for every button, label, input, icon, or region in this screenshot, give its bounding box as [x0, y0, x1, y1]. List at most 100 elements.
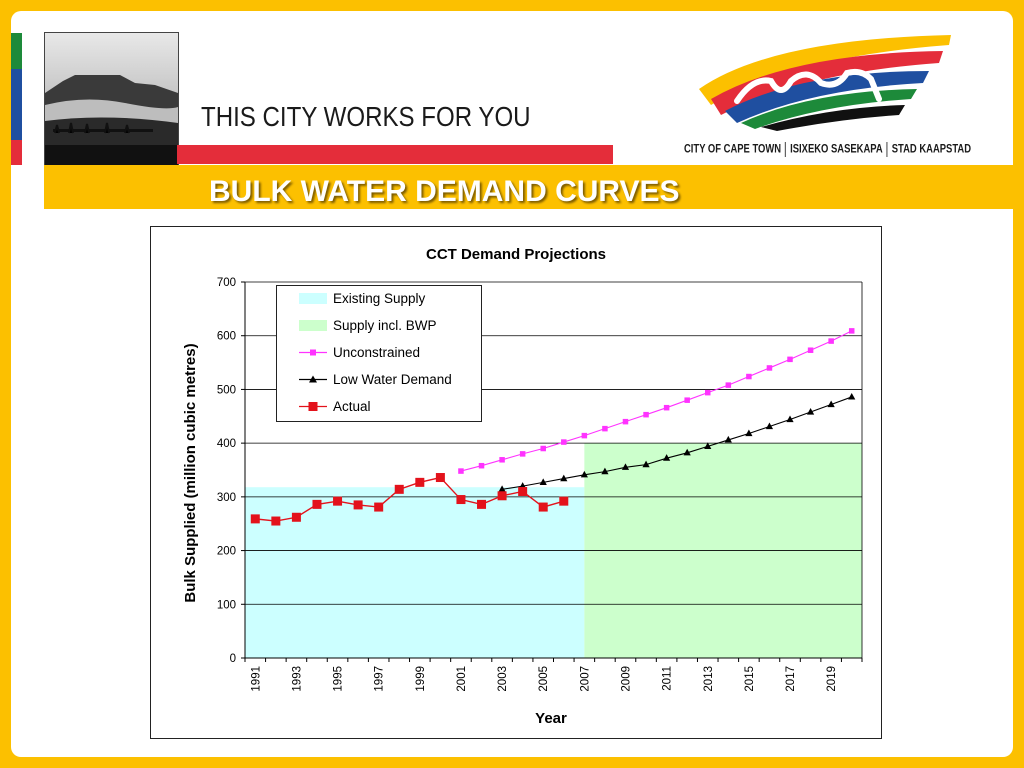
chart-legend: Existing Supply Supply incl. BWP Unconst… — [276, 285, 482, 422]
x-tick-label: 2011 — [662, 666, 674, 691]
data-point-actual — [559, 496, 569, 506]
data-point-unconstrained — [848, 328, 855, 334]
slide: THIS CITY WORKS FOR YOU CITY OF CAPE TOW… — [11, 11, 1013, 757]
series-line-unconstrained — [460, 330, 852, 472]
x-tick-label: 2019 — [826, 666, 838, 692]
data-point-unconstrained — [643, 411, 649, 418]
legend-item-unconstrained: Unconstrained — [277, 343, 477, 363]
data-point-unconstrained — [561, 439, 567, 445]
data-point-unconstrained — [519, 451, 526, 457]
y-tick-label: 200 — [217, 546, 236, 558]
x-tick-label: 2015 — [744, 666, 756, 692]
legend-label: Unconstrained — [333, 345, 421, 360]
data-point-actual — [477, 499, 487, 509]
data-point-unconstrained — [478, 462, 485, 469]
data-point-low-water-demand — [683, 448, 691, 456]
y-tick-label: 0 — [230, 653, 236, 665]
data-point-low-water-demand — [498, 485, 506, 492]
chart-container: 0 100 200 300 400 500 600 700 1991 1993 1995 1997 19… — [150, 226, 882, 739]
x-tick-label: 2001 — [456, 666, 468, 692]
legend-swatch-unconstrained — [299, 349, 327, 356]
data-point-actual — [271, 516, 281, 526]
legend-swatch-low-water-demand — [299, 375, 327, 383]
y-tick-label: 100 — [217, 599, 236, 611]
data-point-unconstrained — [705, 389, 711, 396]
legend-swatch-supply-bwp — [299, 320, 327, 331]
y-tick-label: 400 — [217, 438, 236, 450]
data-point-unconstrained — [622, 418, 629, 425]
legend-label: Existing Supply — [333, 291, 426, 306]
data-point-low-water-demand — [827, 400, 835, 408]
city-name-afrikaans: STAD KAAPSTAD — [891, 143, 972, 156]
data-point-actual — [497, 491, 507, 501]
data-point-actual — [374, 502, 384, 512]
data-point-actual — [353, 500, 363, 510]
data-point-unconstrained — [684, 397, 690, 403]
x-tick-label: 1999 — [415, 666, 427, 692]
x-tick-label: 2009 — [620, 666, 632, 692]
city-names: CITY OF CAPE TOWN ISIXEKO SASEKAPA STAD KA… — [684, 142, 971, 157]
data-point-unconstrained — [828, 338, 834, 344]
data-point-unconstrained — [602, 425, 608, 432]
data-point-actual — [518, 486, 528, 496]
data-point-low-water-demand — [848, 392, 856, 400]
data-point-unconstrained — [766, 365, 773, 371]
data-point-unconstrained — [746, 373, 752, 380]
legend-label: Supply incl. BWP — [333, 318, 437, 333]
data-point-low-water-demand — [745, 429, 753, 437]
data-point-unconstrained — [787, 356, 793, 363]
y-tick-label: 300 — [217, 492, 236, 504]
data-point-low-water-demand — [765, 422, 774, 430]
data-point-actual — [538, 502, 548, 512]
data-point-unconstrained — [581, 432, 588, 439]
legend-swatch-actual — [299, 402, 327, 411]
data-point-low-water-demand — [786, 415, 794, 423]
data-point-low-water-demand — [642, 460, 650, 468]
city-of-cape-town-logo — [681, 19, 961, 131]
tagline: THIS CITY WORKS FOR YOU — [201, 101, 531, 132]
data-point-actual — [394, 484, 404, 494]
x-tick-label: 1997 — [374, 666, 386, 692]
data-point-actual — [312, 499, 322, 509]
y-axis-label: Bulk Supplied (million cubic metres) — [182, 343, 199, 602]
page-title: BULK WATER DEMAND CURVES — [209, 175, 680, 208]
data-point-low-water-demand — [560, 474, 568, 482]
x-tick-label: 2013 — [703, 666, 715, 692]
x-tick-label: 1991 — [250, 666, 262, 692]
data-point-low-water-demand — [601, 467, 609, 475]
data-point-unconstrained — [499, 457, 505, 463]
data-point-low-water-demand — [806, 407, 815, 415]
x-tick-label: 2017 — [785, 666, 797, 692]
area-existing-supply — [245, 487, 585, 658]
y-tick-label: 500 — [217, 384, 236, 396]
x-tick-label: 2005 — [538, 666, 550, 692]
data-point-low-water-demand — [580, 470, 588, 478]
x-tick-label: 1995 — [333, 666, 345, 692]
flag-stripes — [11, 33, 22, 175]
data-point-actual — [333, 496, 343, 506]
data-point-unconstrained — [725, 382, 732, 388]
series-line-low-water-demand — [501, 396, 852, 490]
city-name-xhosa: ISIXEKO SASEKAPA — [790, 143, 883, 156]
data-point-low-water-demand — [621, 463, 630, 470]
data-point-low-water-demand — [704, 442, 712, 449]
x-tick-label: 2003 — [497, 666, 509, 692]
data-point-unconstrained — [540, 445, 546, 452]
table-mountain-photo — [44, 32, 179, 176]
title-band — [11, 165, 1013, 209]
legend-item-actual: Actual — [277, 397, 477, 417]
data-point-low-water-demand — [724, 435, 732, 443]
data-point-actual — [250, 514, 260, 524]
y-tick-label: 600 — [217, 331, 236, 343]
data-point-actual — [435, 473, 445, 483]
chart-title: CCT Demand Projections — [426, 246, 606, 263]
chart-svg: 0 100 200 300 400 500 600 700 1991 1993 1995 1997 19… — [182, 246, 863, 727]
x-tick-label: 2007 — [579, 666, 591, 692]
y-tick-label: 700 — [217, 277, 236, 289]
legend-swatch-existing-supply — [299, 293, 327, 304]
red-banner-bar — [177, 145, 613, 164]
legend-item-supply-bwp: Supply incl. BWP — [277, 316, 477, 336]
data-point-low-water-demand — [663, 454, 671, 461]
data-point-low-water-demand — [539, 478, 547, 485]
legend-label: Actual — [333, 399, 371, 414]
